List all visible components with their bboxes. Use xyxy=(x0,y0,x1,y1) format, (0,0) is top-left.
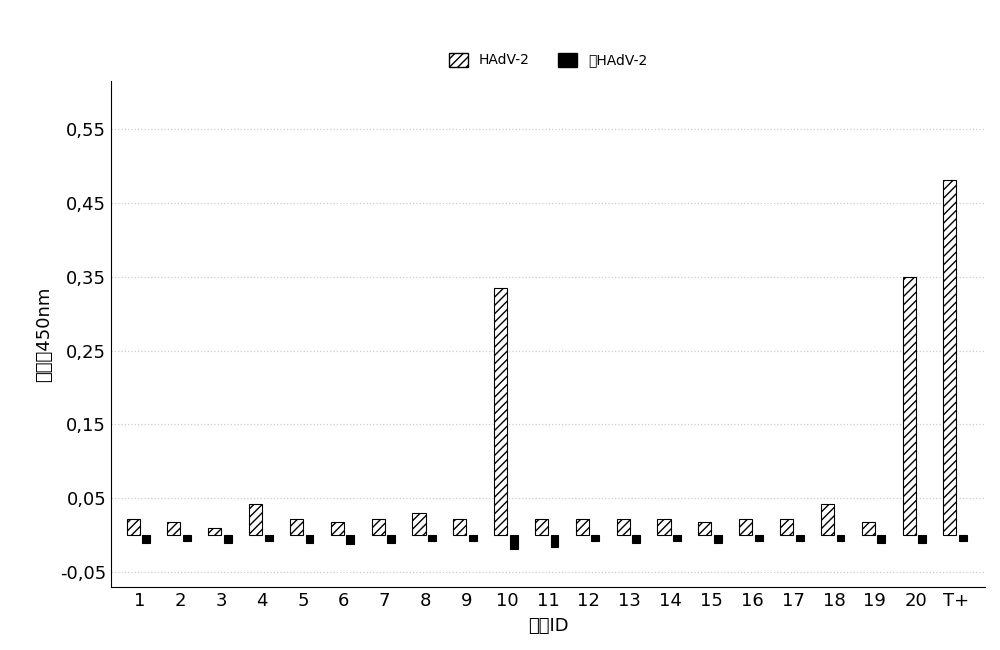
Bar xyxy=(387,536,395,543)
Bar xyxy=(821,504,834,536)
Bar xyxy=(673,536,681,541)
Bar xyxy=(469,536,477,541)
Bar xyxy=(714,536,722,543)
Bar xyxy=(551,536,558,547)
Bar xyxy=(142,536,150,543)
Bar xyxy=(535,519,548,536)
Bar xyxy=(796,536,804,541)
Bar xyxy=(265,536,273,541)
Bar xyxy=(657,519,671,536)
Bar xyxy=(290,519,303,536)
Bar xyxy=(918,536,926,543)
Bar xyxy=(837,536,844,541)
Bar xyxy=(428,536,436,541)
Bar xyxy=(127,519,140,536)
Bar xyxy=(372,519,385,536)
Bar xyxy=(331,522,344,536)
Y-axis label: 吸光度450nm: 吸光度450nm xyxy=(35,286,53,382)
Bar xyxy=(208,528,221,536)
Bar xyxy=(632,536,640,543)
Bar xyxy=(167,522,180,536)
Bar xyxy=(183,536,191,541)
Bar xyxy=(412,514,426,536)
Bar xyxy=(959,536,967,541)
Bar xyxy=(510,536,518,549)
Bar xyxy=(862,522,875,536)
Bar xyxy=(903,277,916,536)
Bar xyxy=(617,519,630,536)
Bar xyxy=(943,181,956,536)
Bar xyxy=(224,536,232,543)
Bar xyxy=(780,519,793,536)
Bar xyxy=(591,536,599,541)
Bar xyxy=(877,536,885,543)
Bar xyxy=(739,519,752,536)
Bar xyxy=(453,519,466,536)
Bar xyxy=(249,504,262,536)
Bar xyxy=(698,522,711,536)
Bar xyxy=(306,536,313,543)
Legend: HAdV-2, 无HAdV-2: HAdV-2, 无HAdV-2 xyxy=(443,47,653,73)
Bar xyxy=(494,288,507,536)
Bar xyxy=(755,536,763,541)
X-axis label: 适体ID: 适体ID xyxy=(528,617,568,635)
Bar xyxy=(576,519,589,536)
Bar xyxy=(346,536,354,544)
